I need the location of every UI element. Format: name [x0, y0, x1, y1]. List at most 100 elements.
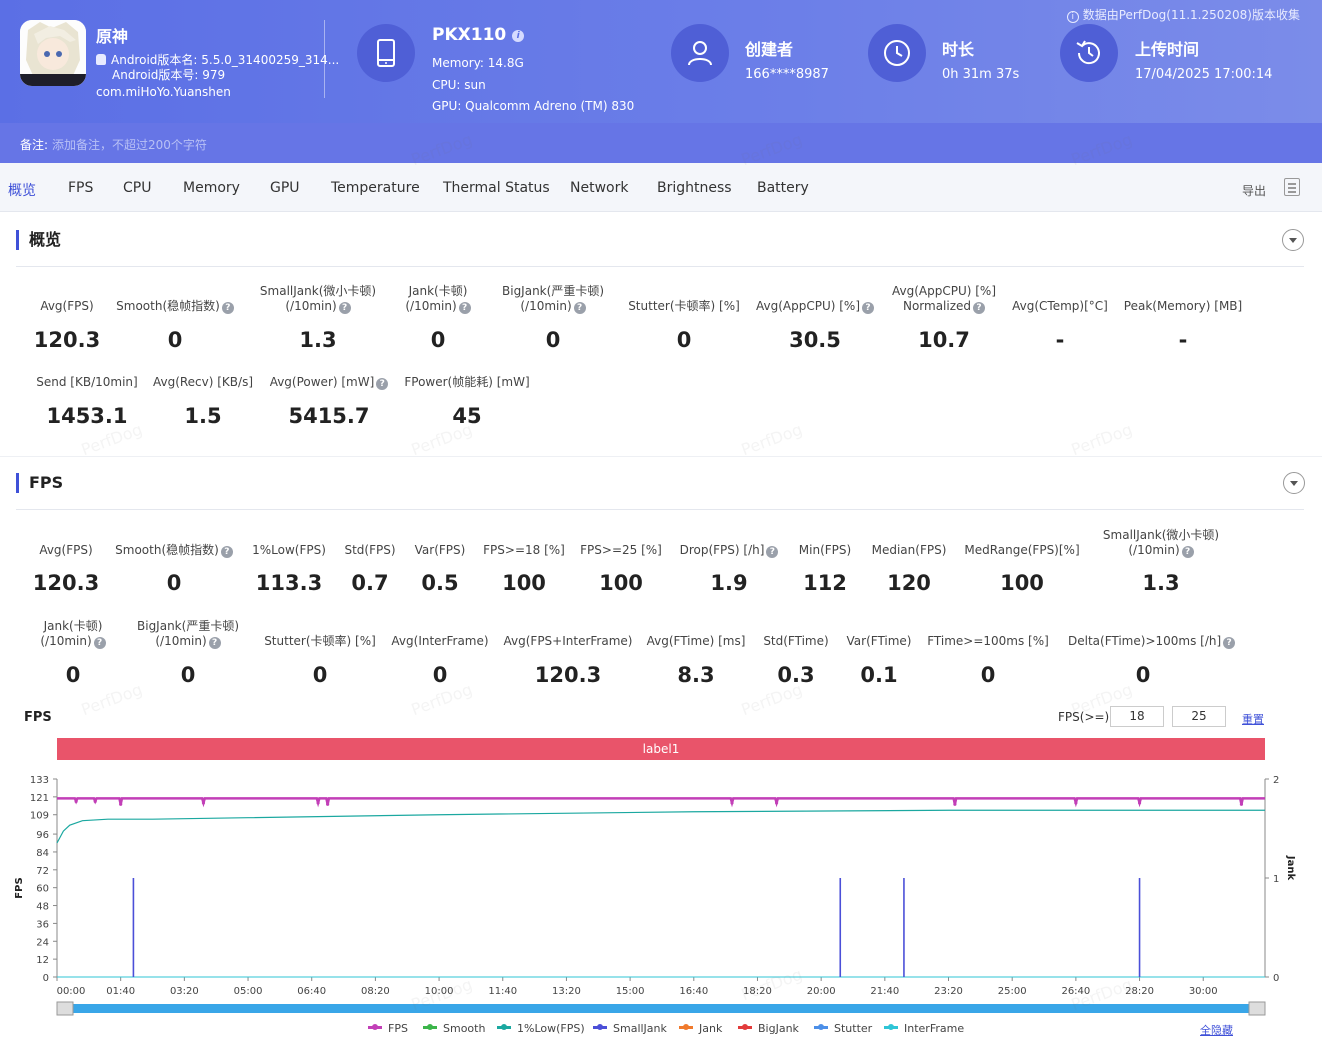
tab-fps[interactable]: FPS: [68, 180, 94, 196]
legend-swatch-icon: [738, 1024, 752, 1030]
metric-card: FPS>=25 [%] 100: [546, 528, 696, 601]
x-tick-label: 30:00: [1189, 986, 1218, 997]
y-tick-label: 96: [36, 830, 49, 841]
help-icon[interactable]: ?: [220, 546, 233, 558]
tab-thermal-status[interactable]: Thermal Status: [443, 180, 550, 196]
tab-gpu[interactable]: GPU: [270, 180, 300, 196]
help-icon[interactable]: ?: [973, 302, 986, 314]
app-package: com.miHoYo.Yuanshen: [96, 85, 231, 99]
metric-value: 1.3: [299, 328, 337, 352]
device-gpu: GPU: Qualcomm Adreno (TM) 830: [432, 99, 635, 113]
legend-item[interactable]: 1%Low(FPS): [497, 1022, 585, 1035]
help-icon[interactable]: ?: [862, 302, 874, 314]
metric-value: 1.3: [1142, 571, 1180, 595]
tab-temperature[interactable]: Temperature: [331, 180, 420, 196]
metric-card: Var(FTime) 0.1: [804, 619, 954, 693]
legend-item[interactable]: Stutter: [814, 1022, 872, 1035]
y2-tick-label: 2: [1273, 775, 1279, 786]
y-tick-label: 133: [30, 775, 49, 786]
legend-item[interactable]: BigJank: [738, 1022, 799, 1035]
tab-overview[interactable]: 概览: [8, 183, 36, 199]
label-band[interactable]: label1: [57, 738, 1265, 760]
overview-collapse-icon[interactable]: [1282, 229, 1304, 251]
tab-memory[interactable]: Memory: [183, 180, 240, 196]
legend-label: Jank: [699, 1022, 723, 1035]
metric-label: Smooth(稳帧指数)?: [100, 299, 250, 314]
legend-swatch-icon: [884, 1024, 898, 1030]
metric-label: Avg(FPS): [0, 299, 142, 314]
toggle-all-button[interactable]: 全隐藏: [1200, 1024, 1233, 1037]
watermark-text: PerfDog: [1068, 419, 1135, 460]
help-icon[interactable]: ?: [766, 546, 779, 558]
x-tick-label: 20:00: [807, 986, 836, 997]
metric-card: Avg(Power) [mW]? 5415.7: [254, 360, 404, 434]
legend-label: SmallJank: [613, 1022, 667, 1035]
help-icon[interactable]: ?: [208, 637, 221, 649]
metric-label: Var(FTime): [804, 634, 954, 649]
help-icon[interactable]: ?: [338, 302, 351, 314]
zoom-handle-right: [1248, 1001, 1266, 1016]
help-icon[interactable]: ?: [93, 637, 106, 649]
legend-swatch-icon: [423, 1024, 437, 1030]
device-icon: [357, 24, 415, 82]
help-icon[interactable]: ?: [376, 378, 389, 390]
tab-network[interactable]: Network: [570, 180, 629, 196]
y-tick-label: 109: [30, 811, 49, 822]
metric-label-text: Min(FPS): [798, 543, 852, 557]
x-tick-label: 01:40: [106, 986, 135, 997]
metric-label-spacer: [1068, 619, 1218, 634]
metric-label: FTime>=100ms [%]: [913, 634, 1063, 649]
help-icon[interactable]: ?: [221, 302, 234, 314]
fps-collapse-icon[interactable]: [1283, 472, 1305, 494]
legend-label: Stutter: [834, 1022, 873, 1035]
note-input[interactable]: 添加备注，不超过200个字符: [52, 138, 207, 152]
metric-label: Avg(CTemp)[°C]: [985, 299, 1135, 314]
reset-button[interactable]: 重置: [1242, 713, 1264, 726]
metric-value: 0: [180, 663, 196, 687]
help-icon[interactable]: ?: [573, 302, 586, 314]
legend-item[interactable]: FPS: [368, 1022, 408, 1035]
metric-label: (/10min)?: [113, 634, 263, 649]
legend-item[interactable]: SmallJank: [593, 1022, 667, 1035]
legend-item[interactable]: Smooth: [423, 1022, 485, 1035]
metric-label-text: (/10min): [520, 299, 572, 313]
x-tick-label: 15:00: [616, 986, 645, 997]
zoom-slider-track: [61, 1004, 1261, 1013]
metric-label-text: Peak(Memory) [MB]: [1123, 299, 1243, 313]
export-button[interactable]: 导出: [1241, 184, 1266, 198]
metric-label-text: Std(FPS): [344, 543, 396, 557]
fps-threshold-input-1[interactable]: 18: [1110, 706, 1164, 727]
metric-value: 120.3: [33, 328, 101, 352]
export-icon[interactable]: [1284, 178, 1300, 196]
help-icon[interactable]: ?: [1181, 546, 1194, 558]
metric-label-text: Var(FTime): [846, 634, 912, 648]
metric-label-spacer: [947, 528, 1097, 543]
upload-value: 17/04/2025 17:00:14: [1135, 67, 1273, 82]
legend-item[interactable]: Jank: [679, 1022, 722, 1035]
help-icon[interactable]: ?: [458, 302, 471, 314]
tab-cpu[interactable]: CPU: [123, 180, 152, 196]
watermark-text: PerfDog: [738, 964, 805, 1005]
legend-item[interactable]: InterFrame: [884, 1022, 964, 1035]
device-info-icon[interactable]: i: [512, 30, 525, 42]
metric-card: Peak(Memory) [MB] -: [1108, 284, 1258, 358]
tab-brightness[interactable]: Brightness: [657, 180, 732, 196]
metric-value: -: [1055, 328, 1065, 352]
legend-swatch-icon: [368, 1024, 382, 1030]
metric-label-text: Var(FPS): [414, 543, 466, 557]
metric-label: Avg(Recv) [KB/s]: [128, 375, 278, 390]
legend-label: InterFrame: [904, 1022, 965, 1035]
metric-value: 8.3: [677, 663, 715, 687]
data-source-note: i 数据由PerfDog(11.1.250208)版本收集: [1066, 6, 1300, 23]
tab-battery[interactable]: Battery: [757, 180, 809, 196]
help-icon[interactable]: ?: [1223, 637, 1236, 649]
metric-value: 0: [1135, 663, 1151, 687]
android-icon: [96, 54, 106, 65]
metric-value: 0: [676, 328, 692, 352]
metric-value: 0: [166, 571, 182, 595]
fps-threshold-input-2[interactable]: 25: [1172, 706, 1226, 727]
metric-label: BigJank(严重卡顿): [137, 619, 239, 633]
duration-value: 0h 31m 37s: [942, 67, 1020, 82]
user-icon: [671, 24, 729, 82]
metric-label-spacer: [740, 284, 890, 299]
